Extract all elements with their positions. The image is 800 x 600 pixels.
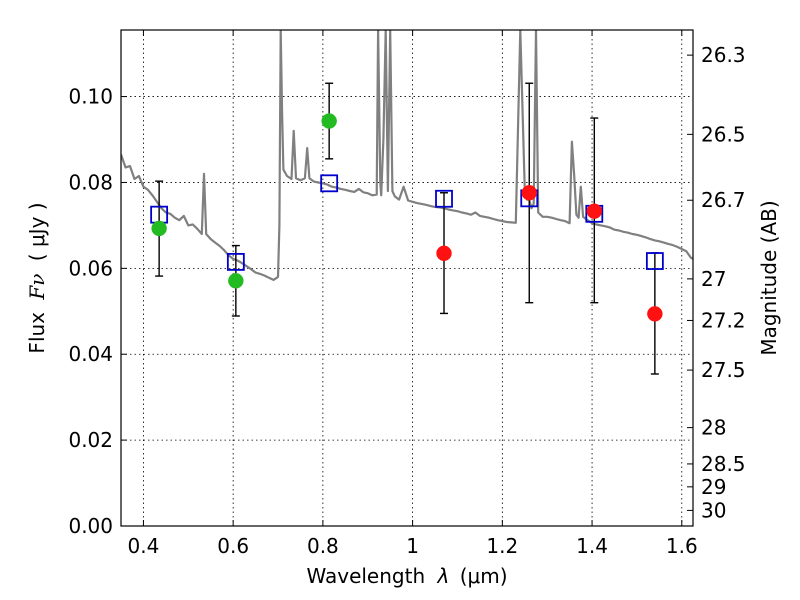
y-tick-label: 0.00 [68,514,113,538]
x-tick-label: 0.4 [128,534,160,558]
model-flux-square [320,174,339,193]
x-tick-label: 0.6 [217,534,249,558]
y-axis-label: Flux Fν ( μJy ) [25,202,49,353]
y2-tick-label: 28.5 [701,452,746,476]
observed-flux-point [151,220,167,237]
y2-axis-label: Magnitude (AB) [757,200,781,355]
observed-flux-point [321,113,337,129]
y-tick-label: 0.02 [68,428,113,452]
x-tick-label: 1.4 [576,534,608,558]
y-axis-ticks: 0.00 0.02 0.04 0.06 0.08 0.10 [68,85,127,538]
observed-fluxes [151,113,663,322]
model-flux-square [226,252,245,271]
y-tick-label: 0.06 [68,256,113,280]
model-band-fluxes [150,174,664,271]
x-axis-label: Wavelength λ (μm) [306,564,507,588]
model-spectrum-line [121,30,693,281]
grid [121,30,693,526]
error-bars [155,82,659,375]
y2-tick-label: 26.5 [701,122,746,146]
y2-tick-label: 27.5 [701,358,746,382]
x-axis-ticks: 0.4 0.6 0.8 1 1.2 1.4 1.6 [128,30,698,558]
y-tick-label: 0.08 [68,170,113,194]
y-tick-label: 0.10 [68,85,113,109]
observed-flux-point [436,245,452,262]
model-flux-square [435,189,453,208]
observed-flux-point [586,203,603,219]
plot-frame [120,29,694,527]
y2-tick-label: 28 [701,416,726,440]
y2-tick-label: 26.3 [701,43,746,67]
y2-tick-label: 29 [701,475,726,499]
observed-flux-point [521,185,538,201]
y2-tick-label: 27 [701,267,726,291]
x-tick-label: 1.2 [486,534,518,558]
y2-tick-label: 27.2 [701,308,746,332]
y-tick-label: 0.04 [68,342,113,366]
x-tick-label: 0.8 [307,534,339,558]
y2-tick-label: 26.7 [701,188,746,212]
observed-flux-point [228,273,244,289]
y2-tick-label: 30 [701,498,726,522]
x-tick-label: 1.6 [666,534,698,558]
observed-flux-point [647,306,663,322]
x-tick-label: 1 [406,534,419,558]
model-flux-square [645,252,664,270]
model-spectrum [121,30,693,281]
